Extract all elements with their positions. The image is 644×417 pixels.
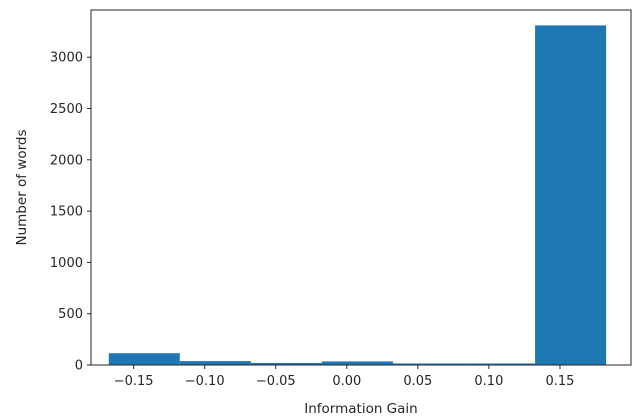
- histogram-bar-1: [179, 361, 251, 365]
- x-axis-ticks: −0.15 −0.10 −0.05 0.00 0.05 0.10 0.15: [114, 365, 574, 389]
- histogram-bar-2: [250, 362, 322, 365]
- y-axis-ticks: 0 500 1000 1500 2000 2500 3000: [50, 51, 91, 374]
- y-tick-label: 2000: [50, 153, 83, 168]
- x-tick-label: 0.05: [403, 374, 432, 389]
- x-tick-label: 0.15: [545, 374, 574, 389]
- y-tick-label: 0: [75, 359, 83, 374]
- histogram-bar-0: [108, 353, 180, 365]
- x-tick-label: −0.05: [256, 374, 296, 389]
- histogram-bar-5: [464, 363, 536, 365]
- histogram-bar-6: [535, 25, 607, 366]
- histogram-bar-3: [321, 361, 393, 365]
- x-tick-label: −0.10: [185, 374, 225, 389]
- y-tick-label: 1000: [50, 256, 83, 271]
- x-tick-label: 0.10: [474, 374, 503, 389]
- x-tick-label: 0.00: [332, 374, 361, 389]
- y-axis-label: Number of words: [14, 129, 30, 245]
- bars-group: [108, 25, 607, 366]
- plot-frame: [90, 9, 632, 366]
- histogram-bar-4: [392, 363, 465, 365]
- y-tick-label: 3000: [50, 51, 83, 66]
- x-tick-label: −0.15: [114, 374, 154, 389]
- x-axis-label: Information Gain: [304, 401, 417, 417]
- y-tick-label: 500: [58, 307, 83, 322]
- y-tick-label: 1500: [50, 205, 83, 220]
- y-tick-label: 2500: [50, 102, 83, 117]
